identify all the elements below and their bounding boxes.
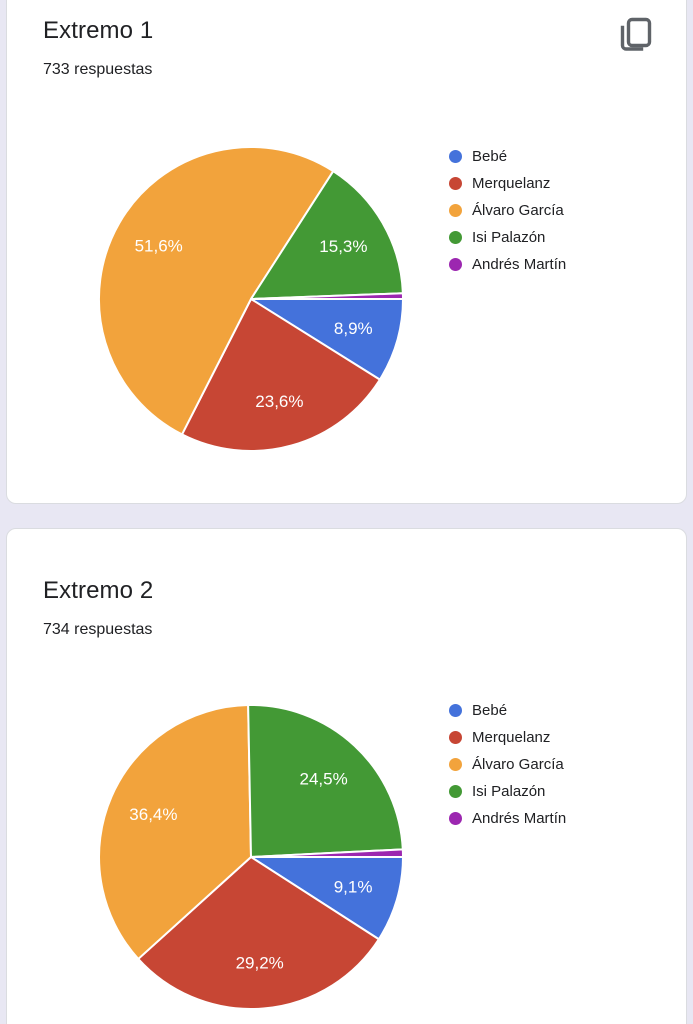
legend-item-andr-s-mart-n: Andrés Martín	[449, 251, 566, 278]
legend-item-beb-: Bebé	[449, 697, 566, 724]
legend-item-andr-s-mart-n: Andrés Martín	[449, 805, 566, 832]
legend-item-beb-: Bebé	[449, 143, 566, 170]
pie-slice-andr-s-mart-n[interactable]	[250, 848, 405, 858]
legend-color-swatch	[449, 758, 462, 771]
legend-item-isi-palaz-n: Isi Palazón	[449, 224, 566, 251]
pie-slice-isi-palaz-n[interactable]	[247, 704, 404, 858]
legend-color-swatch	[449, 231, 462, 244]
pie-slice--lvaro-garc-a[interactable]	[98, 704, 252, 960]
legend-color-swatch	[449, 704, 462, 717]
slice-percent-label: 51,6%	[135, 237, 183, 256]
legend-label: Bebé	[472, 148, 508, 165]
legend-color-swatch	[449, 258, 462, 271]
legend-label: Merquelanz	[472, 175, 551, 192]
copy-chart-button[interactable]	[614, 15, 656, 57]
legend-item-isi-palaz-n: Isi Palazón	[449, 778, 566, 805]
pie-chart-extremo-2: 9,1% 29,2% 36,4% 24,5%	[98, 704, 405, 1010]
legend-item--lvaro-garc-a: Álvaro García	[449, 751, 566, 778]
legend-label: Merquelanz	[472, 729, 551, 746]
pie-slice-andr-s-mart-n[interactable]	[250, 292, 404, 300]
slice-percent-label: 15,3%	[319, 237, 367, 256]
legend-label: Andrés Martín	[472, 256, 567, 273]
legend-label: Isi Palazón	[472, 783, 546, 800]
slice-percent-label: 24,5%	[299, 770, 347, 789]
question-title: Extremo 2	[43, 577, 154, 604]
response-count: 733 respuestas	[43, 61, 153, 78]
legend-color-swatch	[449, 812, 462, 825]
legend-color-swatch	[449, 177, 462, 190]
legend-color-swatch	[449, 150, 462, 163]
pie-chart-extremo-1: 8,9% 23,6% 51,6% 15,3%	[97, 146, 404, 453]
slice-percent-label: 9,1%	[334, 878, 373, 897]
legend-label: Álvaro García	[472, 756, 564, 773]
question-card-extremo-2: Extremo 2 734 respuestas 9,1% 29,2% 36,4% 2…	[6, 528, 687, 1024]
slice-percent-label: 23,6%	[255, 392, 303, 411]
legend-label: Álvaro García	[472, 202, 564, 219]
pie-slice-beb-[interactable]	[250, 856, 404, 941]
question-card-extremo-1: Extremo 1 733 respuestas 8,9% 23,6% 51,6% 1…	[6, 0, 687, 504]
pie-slice--lvaro-garc-a[interactable]	[97, 146, 335, 436]
legend-label: Bebé	[472, 702, 508, 719]
content-copy-icon	[620, 17, 652, 51]
legend-color-swatch	[449, 204, 462, 217]
slice-percent-label: 8,9%	[334, 319, 373, 338]
slice-percent-label: 36,4%	[129, 805, 177, 824]
legend-label: Isi Palazón	[472, 229, 546, 246]
legend-item--lvaro-garc-a: Álvaro García	[449, 197, 566, 224]
pie-slice-merquelanz[interactable]	[137, 856, 380, 1010]
slice-percent-label: 29,2%	[236, 954, 284, 973]
pie-slice-isi-palaz-n[interactable]	[250, 170, 404, 300]
legend-item-merquelanz: Merquelanz	[449, 724, 566, 751]
legend-color-swatch	[449, 731, 462, 744]
legend-color-swatch	[449, 785, 462, 798]
pie-slice-beb-[interactable]	[250, 298, 404, 381]
legend-item-merquelanz: Merquelanz	[449, 170, 566, 197]
chart-legend: Bebé Merquelanz Álvaro García Isi Palazón An…	[449, 143, 566, 278]
legend-label: Andrés Martín	[472, 810, 567, 827]
question-title: Extremo 1	[43, 17, 154, 44]
chart-legend: Bebé Merquelanz Álvaro García Isi Palazón An…	[449, 697, 566, 832]
response-count: 734 respuestas	[43, 621, 153, 638]
pie-slice-merquelanz[interactable]	[180, 298, 381, 453]
